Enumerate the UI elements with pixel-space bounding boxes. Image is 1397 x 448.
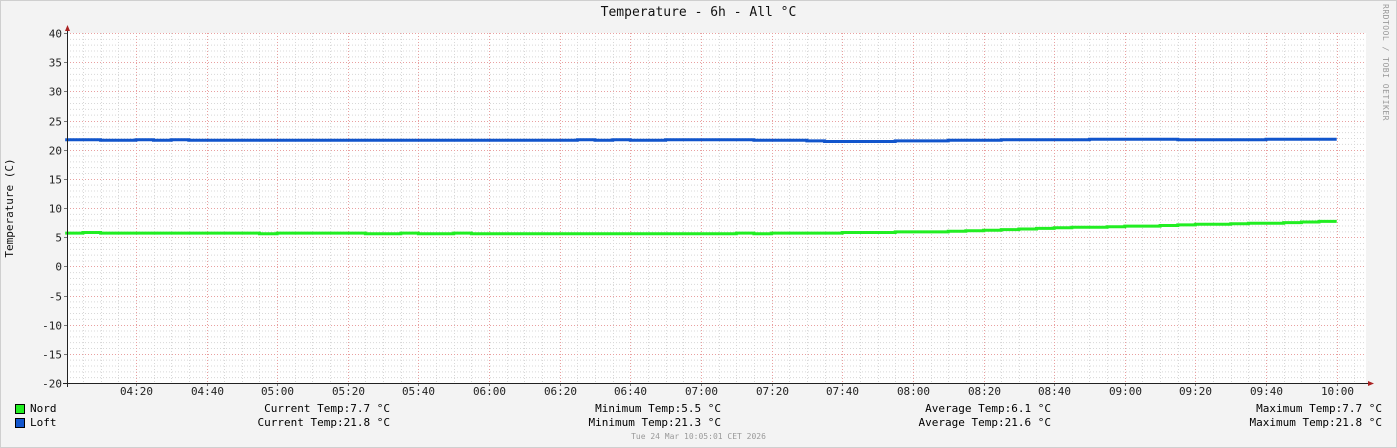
x-tick-label: 05:20 bbox=[332, 385, 365, 398]
watermark: RRDTOOL / TOBI OETIKER bbox=[1381, 4, 1390, 121]
nord-current-temp: Current Temp:7.7 °C bbox=[264, 402, 390, 415]
series-line-loft bbox=[65, 137, 1337, 143]
y-tick-label: 5 bbox=[55, 232, 62, 245]
y-tick-label: -10 bbox=[42, 320, 62, 333]
x-tick-label: 06:20 bbox=[544, 385, 577, 398]
y-tick-label: -5 bbox=[49, 291, 62, 304]
x-tick-label: 06:00 bbox=[473, 385, 506, 398]
y-tick-label: 40 bbox=[49, 28, 62, 41]
y-tick-label: 30 bbox=[49, 86, 62, 99]
loft-current-temp: Current Temp:21.8 °C bbox=[257, 416, 390, 429]
loft-maximum-temp: Maximum Temp:21.8 °C bbox=[1249, 416, 1382, 429]
x-tick-label: 05:40 bbox=[402, 385, 435, 398]
x-tick-label: 07:40 bbox=[826, 385, 859, 398]
loft-average-temp: Average Temp:21.6 °C bbox=[918, 416, 1051, 429]
y-tick-label: 25 bbox=[49, 116, 62, 129]
y-tick-label: 20 bbox=[49, 145, 62, 158]
x-tick-label: 08:40 bbox=[1038, 385, 1071, 398]
y-tick-label: -20 bbox=[42, 378, 62, 391]
y-axis-arrow bbox=[65, 25, 70, 31]
nord-minimum-temp: Minimum Temp:5.5 °C bbox=[595, 402, 721, 415]
nord-maximum-temp: Maximum Temp:7.7 °C bbox=[1256, 402, 1382, 415]
x-tick-label: 10:00 bbox=[1321, 385, 1354, 398]
y-tick-label: 35 bbox=[49, 57, 62, 70]
x-tick-label: 07:20 bbox=[756, 385, 789, 398]
legend-row-loft: Loft Current Temp:21.8 °C Minimum Temp:2… bbox=[0, 416, 1397, 430]
chart-title: Temperature - 6h - All °C bbox=[600, 5, 797, 20]
x-tick-label: 06:40 bbox=[614, 385, 647, 398]
x-tick-label: 04:40 bbox=[191, 385, 224, 398]
nord-average-temp: Average Temp:6.1 °C bbox=[925, 402, 1051, 415]
legend-name-loft: Loft bbox=[30, 416, 57, 429]
y-tick-label: 0 bbox=[55, 261, 62, 274]
y-tick-label: -15 bbox=[42, 349, 62, 362]
x-tick-label: 08:00 bbox=[897, 385, 930, 398]
x-tick-label: 04:20 bbox=[120, 385, 153, 398]
legend-row-nord: Nord Current Temp:7.7 °C Minimum Temp:5.… bbox=[0, 402, 1397, 416]
x-tick-label: 05:00 bbox=[261, 385, 294, 398]
legend-name-nord: Nord bbox=[30, 402, 57, 415]
x-tick-label: 09:20 bbox=[1179, 385, 1212, 398]
legend-swatch-nord bbox=[15, 404, 25, 414]
x-axis-arrow bbox=[1368, 381, 1374, 386]
x-tick-label: 09:40 bbox=[1250, 385, 1283, 398]
legend-swatch-loft bbox=[15, 418, 25, 428]
series-line-nord bbox=[65, 219, 1337, 236]
x-tick-label: 07:00 bbox=[685, 385, 718, 398]
loft-minimum-temp: Minimum Temp:21.3 °C bbox=[588, 416, 721, 429]
y-tick-label: 15 bbox=[49, 174, 62, 187]
x-tick-label: 08:20 bbox=[968, 385, 1001, 398]
footer-timestamp: Tue 24 Mar 10:05:01 CET 2026 bbox=[631, 432, 766, 441]
y-axis-label: Temperature (C) bbox=[3, 158, 16, 258]
x-tick-label: 09:00 bbox=[1109, 385, 1142, 398]
y-tick-label: 10 bbox=[49, 203, 62, 216]
